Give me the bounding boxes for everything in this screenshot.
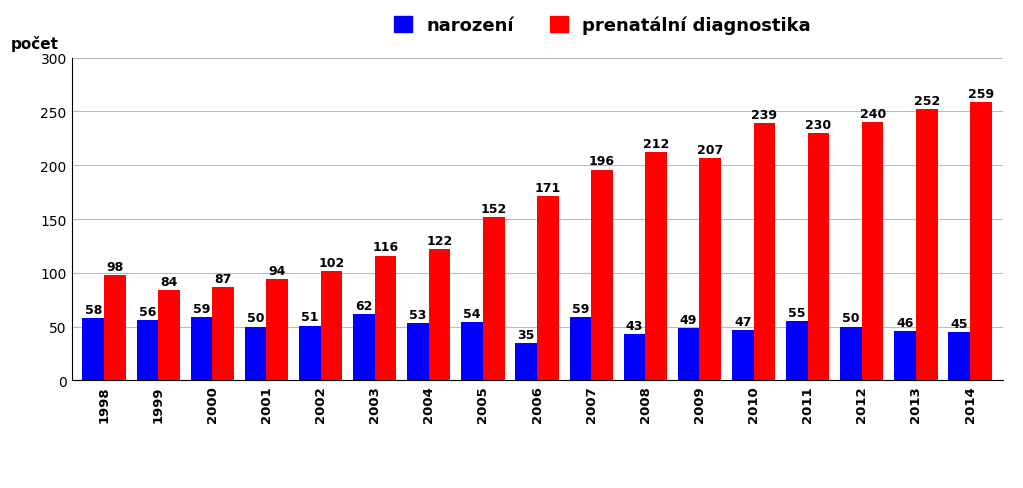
Text: 84: 84 — [161, 275, 178, 288]
Bar — [894, 331, 916, 381]
Bar — [407, 324, 429, 381]
Text: 98: 98 — [106, 260, 124, 273]
Bar — [516, 343, 537, 381]
Bar — [266, 280, 288, 381]
Bar — [136, 321, 159, 381]
Text: 87: 87 — [215, 272, 232, 285]
Bar — [320, 271, 343, 381]
Text: 116: 116 — [372, 241, 399, 254]
Text: 152: 152 — [481, 203, 507, 215]
Bar — [353, 314, 374, 381]
Bar — [678, 328, 700, 381]
Bar — [754, 124, 775, 381]
Text: 50: 50 — [842, 312, 859, 325]
Bar — [429, 250, 450, 381]
Bar — [104, 275, 126, 381]
Text: 94: 94 — [269, 264, 286, 278]
Text: 212: 212 — [643, 138, 669, 151]
Bar — [808, 134, 830, 381]
Text: 239: 239 — [752, 109, 777, 122]
Bar — [700, 159, 721, 381]
Bar — [731, 330, 754, 381]
Text: 54: 54 — [463, 307, 481, 321]
Text: 46: 46 — [896, 316, 914, 329]
Bar — [299, 326, 320, 381]
Bar — [244, 327, 266, 381]
Text: 122: 122 — [427, 235, 453, 247]
Bar — [190, 317, 213, 381]
Bar — [83, 318, 104, 381]
Bar — [624, 334, 646, 381]
Text: 259: 259 — [968, 87, 994, 101]
Text: 102: 102 — [318, 256, 345, 269]
Text: 43: 43 — [626, 319, 643, 332]
Text: 58: 58 — [85, 303, 102, 316]
Bar — [646, 153, 667, 381]
Text: 35: 35 — [518, 328, 535, 341]
Bar — [916, 110, 938, 381]
Text: 49: 49 — [680, 313, 698, 326]
Bar — [786, 322, 808, 381]
Text: 53: 53 — [409, 308, 427, 322]
Bar — [483, 218, 504, 381]
Bar — [970, 102, 991, 381]
Text: počet: počet — [11, 36, 59, 52]
Legend: narození, prenatální diagnostika: narození, prenatální diagnostika — [387, 10, 818, 42]
Text: 59: 59 — [572, 302, 589, 315]
Bar — [861, 123, 884, 381]
Bar — [374, 256, 396, 381]
Text: 50: 50 — [247, 312, 264, 325]
Bar — [948, 332, 970, 381]
Bar — [159, 290, 180, 381]
Bar — [461, 323, 483, 381]
Text: 230: 230 — [805, 119, 832, 132]
Text: 171: 171 — [535, 182, 561, 195]
Text: 196: 196 — [589, 155, 615, 168]
Bar — [840, 327, 861, 381]
Text: 240: 240 — [859, 108, 886, 121]
Text: 55: 55 — [788, 306, 806, 320]
Text: 47: 47 — [733, 315, 752, 328]
Text: 62: 62 — [355, 299, 372, 312]
Text: 252: 252 — [914, 95, 940, 108]
Text: 59: 59 — [192, 302, 210, 315]
Text: 51: 51 — [301, 311, 318, 324]
Bar — [213, 287, 234, 381]
Text: 207: 207 — [697, 143, 723, 156]
Text: 56: 56 — [139, 305, 157, 318]
Bar — [570, 317, 591, 381]
Bar — [537, 197, 559, 381]
Bar — [591, 170, 613, 381]
Text: 45: 45 — [950, 317, 968, 330]
